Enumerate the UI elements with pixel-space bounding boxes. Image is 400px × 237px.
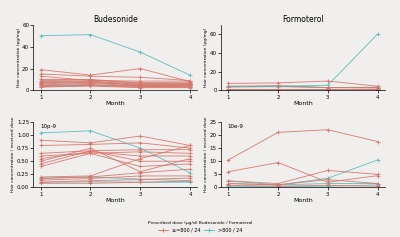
Y-axis label: Hair concentration (pg/mg): Hair concentration (pg/mg): [17, 28, 21, 87]
Legend: ≤=800 / 24, >800 / 24: ≤=800 / 24, >800 / 24: [146, 219, 254, 235]
X-axis label: Month: Month: [106, 198, 125, 203]
Y-axis label: Hair concentration / received dose: Hair concentration / received dose: [12, 117, 16, 192]
X-axis label: Month: Month: [293, 101, 313, 106]
Title: Formoterol: Formoterol: [282, 15, 324, 24]
Text: 10p-9: 10p-9: [40, 124, 56, 129]
X-axis label: Month: Month: [106, 101, 125, 106]
Text: 10e-9: 10e-9: [228, 124, 243, 129]
Title: Budesonide: Budesonide: [93, 15, 138, 24]
Y-axis label: Hair concentration (pg/mg): Hair concentration (pg/mg): [204, 28, 208, 87]
Y-axis label: Hair concentration / received dose: Hair concentration / received dose: [204, 117, 208, 192]
X-axis label: Month: Month: [293, 198, 313, 203]
